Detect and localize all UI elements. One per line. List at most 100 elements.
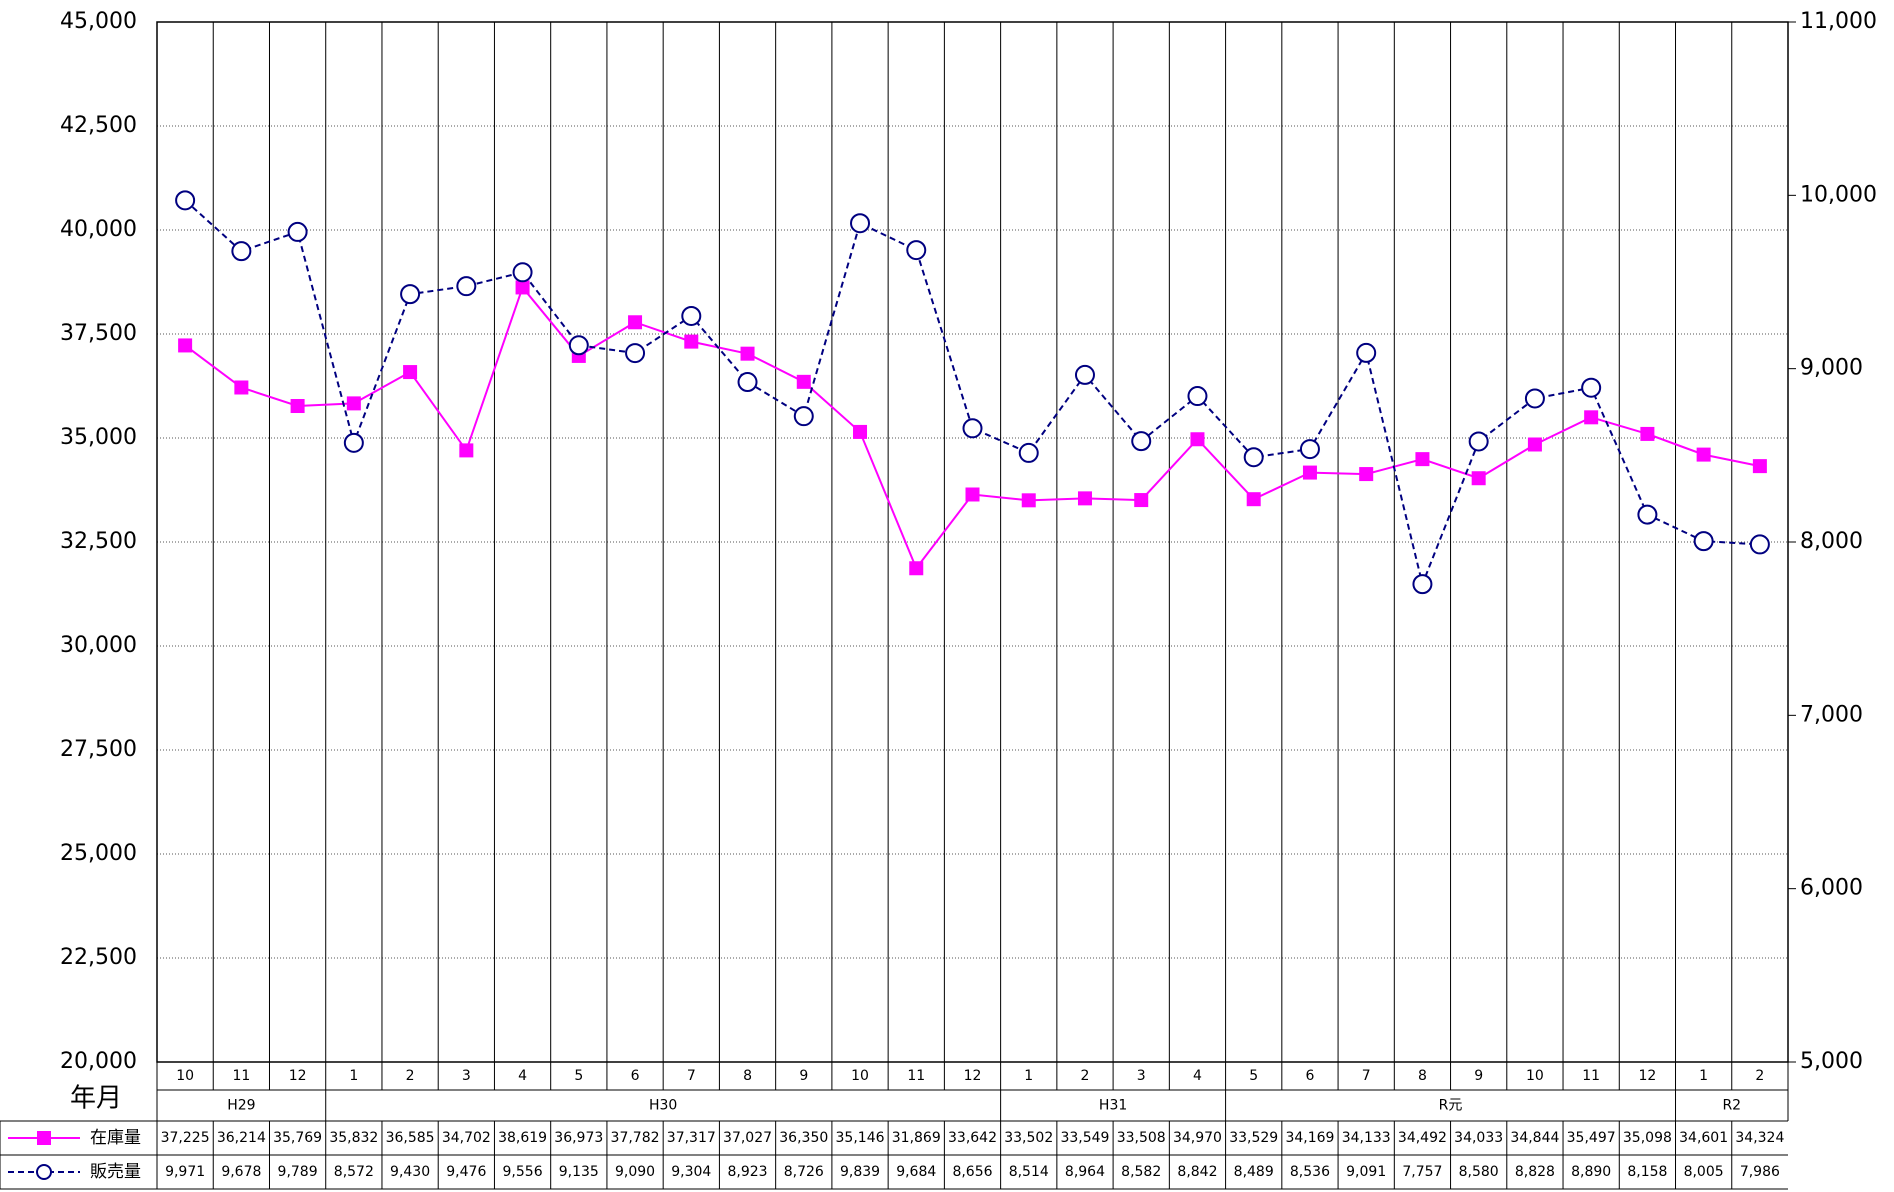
data-point xyxy=(909,561,924,576)
table-value: 36,350 xyxy=(779,1130,828,1146)
x-tick-label: 12 xyxy=(964,1068,982,1084)
table-value: 34,844 xyxy=(1510,1130,1559,1146)
table-value: 9,839 xyxy=(840,1164,880,1180)
legend-marker xyxy=(36,1164,52,1180)
table-value: 37,317 xyxy=(667,1130,716,1146)
table-value: 34,492 xyxy=(1398,1130,1447,1146)
data-point xyxy=(793,406,814,427)
table-value: 8,964 xyxy=(1065,1164,1105,1180)
table-value: 9,091 xyxy=(1346,1164,1386,1180)
table-value: 33,508 xyxy=(1117,1130,1166,1146)
x-tick-label: 12 xyxy=(289,1068,307,1084)
table-value: 8,582 xyxy=(1121,1164,1161,1180)
x-tick-label: 9 xyxy=(1474,1068,1483,1084)
data-point xyxy=(1696,447,1711,462)
data-point xyxy=(965,487,980,502)
y-tick-label: 25,000 xyxy=(60,841,137,866)
table-value: 9,971 xyxy=(165,1164,205,1180)
y2-tick-label: 9,000 xyxy=(1800,356,1863,381)
x-tick-label: 6 xyxy=(1305,1068,1314,1084)
data-point xyxy=(515,280,530,295)
legend-label: 在庫量 xyxy=(90,1128,141,1148)
y2-tick-label: 6,000 xyxy=(1800,876,1863,901)
table-value: 9,090 xyxy=(615,1164,655,1180)
data-point xyxy=(1468,431,1489,452)
era-label: R元 xyxy=(1439,1098,1463,1114)
table-value: 34,324 xyxy=(1735,1130,1784,1146)
table-value: 37,225 xyxy=(161,1130,210,1146)
table-value: 36,585 xyxy=(386,1130,435,1146)
data-point xyxy=(740,346,755,361)
data-point xyxy=(628,315,643,330)
data-point xyxy=(1246,492,1261,507)
data-point xyxy=(1190,432,1205,447)
data-point xyxy=(1640,426,1655,441)
table-value: 33,642 xyxy=(948,1130,997,1146)
data-point xyxy=(1134,493,1149,508)
y2-tick-label: 11,000 xyxy=(1800,9,1877,34)
plot-border xyxy=(156,21,1789,1063)
legend-label: 販売量 xyxy=(90,1162,141,1182)
data-point xyxy=(853,424,868,439)
data-point xyxy=(1299,439,1320,460)
y-tick-label: 42,500 xyxy=(60,113,137,138)
era-label: H30 xyxy=(649,1098,677,1114)
table-value: 8,828 xyxy=(1515,1164,1555,1180)
table-value: 34,601 xyxy=(1679,1130,1728,1146)
y-tick-label: 32,500 xyxy=(60,529,137,554)
table-value: 8,572 xyxy=(334,1164,374,1180)
data-point xyxy=(346,396,361,411)
x-tick-label: 2 xyxy=(406,1068,415,1084)
table-value: 8,726 xyxy=(784,1164,824,1180)
x-tick-label: 2 xyxy=(1755,1068,1764,1084)
table-value: 9,304 xyxy=(671,1164,711,1180)
series-line xyxy=(184,199,1760,588)
data-point xyxy=(1131,431,1152,452)
data-point xyxy=(962,418,983,439)
data-point xyxy=(625,343,646,364)
table-value: 8,005 xyxy=(1684,1164,1724,1180)
data-point xyxy=(568,335,589,356)
data-point xyxy=(512,262,533,283)
data-point xyxy=(906,240,927,261)
data-point xyxy=(684,334,699,349)
table-value: 34,133 xyxy=(1342,1130,1391,1146)
y-tick-label: 35,000 xyxy=(60,425,137,450)
data-point xyxy=(681,305,702,326)
x-tick-label: 10 xyxy=(851,1068,869,1084)
data-point xyxy=(1415,452,1430,467)
data-point xyxy=(287,221,308,242)
table-value: 37,027 xyxy=(723,1130,772,1146)
table-value: 8,656 xyxy=(952,1164,992,1180)
x-axis-label: 年月 xyxy=(70,1084,122,1114)
table-value: 8,842 xyxy=(1177,1164,1217,1180)
data-point xyxy=(1693,531,1714,552)
x-tick-label: 5 xyxy=(1249,1068,1258,1084)
table-value: 8,489 xyxy=(1234,1164,1274,1180)
x-tick-label: 9 xyxy=(799,1068,808,1084)
y-tick-label: 27,500 xyxy=(60,737,137,762)
y2-tick-label: 7,000 xyxy=(1800,702,1863,727)
legend-marker xyxy=(37,1131,51,1145)
x-tick-label: 2 xyxy=(1081,1068,1090,1084)
x-tick-label: 7 xyxy=(1362,1068,1371,1084)
y2-tick-label: 5,000 xyxy=(1800,1049,1863,1074)
table-value: 37,782 xyxy=(611,1130,660,1146)
x-tick-label: 1 xyxy=(1699,1068,1708,1084)
data-point xyxy=(231,241,252,262)
table-value: 8,514 xyxy=(1009,1164,1049,1180)
data-point xyxy=(1752,459,1767,474)
y-tick-label: 37,500 xyxy=(60,321,137,346)
table-value: 8,158 xyxy=(1627,1164,1667,1180)
y2-tick-label: 8,000 xyxy=(1800,529,1863,554)
x-tick-label: 8 xyxy=(1418,1068,1427,1084)
table-value: 31,869 xyxy=(892,1130,941,1146)
y-tick-label: 40,000 xyxy=(60,217,137,242)
x-tick-label: 11 xyxy=(232,1068,250,1084)
data-point xyxy=(459,443,474,458)
table-value: 9,789 xyxy=(278,1164,318,1180)
x-tick-label: 1 xyxy=(349,1068,358,1084)
era-label: R2 xyxy=(1722,1098,1741,1114)
table-value: 36,214 xyxy=(217,1130,266,1146)
